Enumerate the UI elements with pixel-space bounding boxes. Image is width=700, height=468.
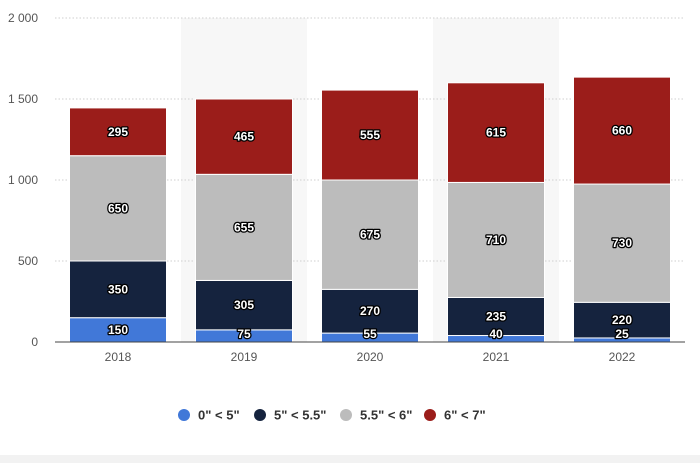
data-label-2020-series-3: 555 bbox=[360, 128, 380, 142]
bar-2019-series-2 bbox=[195, 173, 293, 281]
legend-label-series-2: 5.5" < 6" bbox=[360, 408, 412, 423]
data-label-2021-series-0: 40 bbox=[489, 327, 503, 341]
data-label-2022-series-0: 25 bbox=[615, 327, 629, 341]
data-label-2021-series-3: 615 bbox=[486, 126, 506, 140]
legend-marker-series-2 bbox=[340, 409, 352, 421]
bar-2018-series-1 bbox=[69, 260, 167, 319]
y-tick-label-500: 500 bbox=[18, 254, 38, 268]
data-label-2021-series-2: 710 bbox=[486, 233, 506, 247]
data-label-2020-series-2: 675 bbox=[360, 228, 380, 242]
y-axis: 0 500 1 000 1 500 2 000 bbox=[8, 11, 38, 349]
footer-strip bbox=[0, 455, 700, 463]
legend: 0" < 5" 5" < 5.5" 5.5" < 6" 6" < 7" bbox=[178, 408, 486, 423]
bar-2022-series-2 bbox=[573, 183, 671, 303]
legend-label-series-0: 0" < 5" bbox=[198, 408, 240, 423]
x-tick-label-2022: 2022 bbox=[609, 350, 636, 364]
legend-label-series-3: 6" < 7" bbox=[444, 408, 486, 423]
data-label-2022-series-2: 730 bbox=[612, 236, 632, 250]
data-label-2022-series-1: 220 bbox=[612, 313, 632, 327]
data-label-2019-series-2: 655 bbox=[234, 220, 254, 234]
bar-stacks bbox=[69, 76, 671, 343]
data-label-2021-series-1: 235 bbox=[486, 309, 506, 323]
bar-2018-series-2 bbox=[69, 155, 167, 262]
legend-marker-series-3 bbox=[424, 409, 436, 421]
x-tick-label-2021: 2021 bbox=[483, 350, 510, 364]
bar-2021-series-2 bbox=[447, 181, 545, 298]
data-label-2020-series-1: 270 bbox=[360, 304, 380, 318]
data-label-2019-series-0: 75 bbox=[237, 327, 251, 341]
data-label-2019-series-1: 305 bbox=[234, 298, 254, 312]
data-label-2019-series-3: 465 bbox=[234, 130, 254, 144]
bar-2020-series-3 bbox=[321, 89, 419, 181]
bar-2019-series-1 bbox=[195, 279, 293, 331]
x-tick-label-2018: 2018 bbox=[105, 350, 132, 364]
y-tick-label-1500: 1 500 bbox=[8, 92, 38, 106]
x-axis: 2018 2019 2020 2021 2022 bbox=[55, 341, 685, 364]
data-label-2018-series-2: 650 bbox=[108, 201, 128, 215]
y-tick-label-1000: 1 000 bbox=[8, 173, 38, 187]
legend-label-series-1: 5" < 5.5" bbox=[274, 408, 326, 423]
data-label-2018-series-3: 295 bbox=[108, 125, 128, 139]
y-tick-label-0: 0 bbox=[31, 335, 38, 349]
bar-2022-series-1 bbox=[573, 301, 671, 339]
legend-marker-series-0 bbox=[178, 409, 190, 421]
data-label-2022-series-3: 660 bbox=[612, 124, 632, 138]
data-label-2020-series-0: 55 bbox=[363, 327, 377, 341]
bar-2021-series-3 bbox=[447, 82, 545, 183]
bar-2022-series-3 bbox=[573, 76, 671, 185]
data-label-2018-series-0: 150 bbox=[108, 323, 128, 337]
y-tick-label-2000: 2 000 bbox=[8, 11, 38, 25]
bar-2020-series-1 bbox=[321, 288, 419, 334]
legend-marker-series-1 bbox=[254, 409, 266, 421]
data-labels: 150 350 650 295 75 305 655 465 55 270 675 555 40 235 7… bbox=[107, 122, 634, 342]
bar-2020-series-2 bbox=[321, 179, 419, 290]
bar-2018-series-3 bbox=[69, 107, 167, 157]
bar-2021-series-1 bbox=[447, 296, 545, 337]
bar-2019-series-3 bbox=[195, 98, 293, 175]
data-label-2018-series-1: 350 bbox=[108, 282, 128, 296]
x-tick-label-2020: 2020 bbox=[357, 350, 384, 364]
x-tick-label-2019: 2019 bbox=[231, 350, 258, 364]
